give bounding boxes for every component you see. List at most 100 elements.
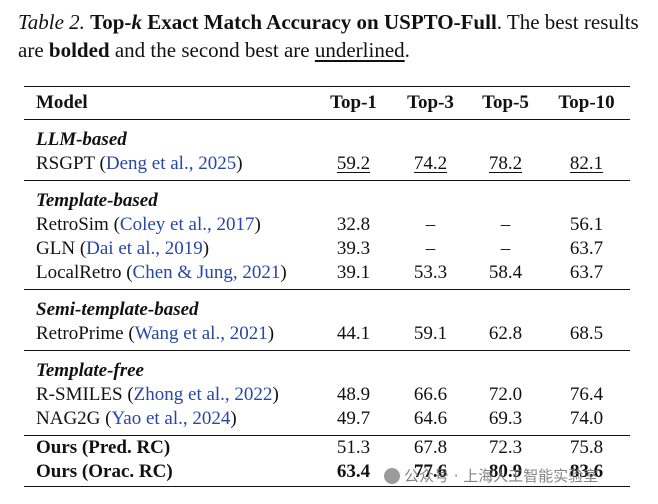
value-cell: 51.3 [314, 435, 393, 460]
value: 72.0 [488, 384, 523, 405]
value-cell: 56.1 [543, 213, 630, 237]
model-name: RetroPrime [36, 323, 124, 344]
value-cell: 62.8 [468, 322, 543, 351]
ours-row: Ours (Orac. RC) 63.4 77.6 80.9 83.6 [24, 460, 630, 487]
value-cell: 49.7 [314, 407, 393, 436]
value: 63.7 [569, 238, 604, 259]
value: 82.1 [569, 153, 604, 174]
col-header-top10: Top-10 [543, 86, 630, 120]
value: 51.3 [336, 437, 371, 458]
caption-title-var: k [131, 10, 142, 34]
value: 83.6 [569, 461, 604, 482]
value-cell: 76.4 [543, 383, 630, 407]
value: 66.6 [413, 384, 448, 405]
wechat-icon [384, 468, 400, 484]
model-cell: RetroPrime (Wang et al., 2021) [36, 323, 275, 344]
value-cell: 83.6 [543, 460, 630, 487]
value: 74.2 [413, 153, 448, 174]
caption-underlined-word: underlined [314, 38, 405, 62]
group-header-row: Semi-template-based [24, 289, 630, 322]
value: 49.7 [336, 408, 371, 429]
value-cell: 72.0 [468, 383, 543, 407]
col-header-top3: Top-3 [393, 86, 468, 120]
value-cell: 80.9 [468, 460, 543, 487]
value-cell: 78.2 [468, 152, 543, 181]
value: 59.1 [413, 323, 448, 344]
col-header-top5: Top-5 [468, 86, 543, 120]
model-cell: GLN (Dai et al., 2019) [36, 238, 210, 259]
value: 62.8 [488, 323, 523, 344]
value: 64.6 [413, 408, 448, 429]
value-cell: 64.6 [393, 407, 468, 436]
group-name: Semi-template-based [24, 289, 630, 322]
value: – [425, 214, 436, 235]
caption-title: Top-k Exact Match Accuracy on USPTO-Full [90, 10, 497, 34]
caption-text-1: . The best results are [18, 10, 639, 62]
model-name: RetroSim [36, 214, 109, 235]
value: 53.3 [413, 262, 448, 283]
group-name: Template-based [24, 180, 630, 213]
caption-title-rest: Exact Match Accuracy on USPTO-Full [141, 10, 497, 34]
table-row: RetroPrime (Wang et al., 2021) 44.1 59.1 62… [24, 322, 630, 351]
value-cell: 69.3 [468, 407, 543, 436]
watermark-text: 公众号 · 上海人工智能实验室 [404, 467, 599, 485]
value: 32.8 [336, 214, 371, 235]
value: 78.2 [488, 153, 523, 174]
citation-link: Wang et al., 2021 [134, 323, 268, 344]
model-name: LocalRetro [36, 262, 122, 283]
value: 63.4 [336, 461, 371, 482]
value: 69.3 [488, 408, 523, 429]
value-cell: 74.0 [543, 407, 630, 436]
col-header-top1: Top-1 [314, 86, 393, 120]
value: 56.1 [569, 214, 604, 235]
value: 76.4 [569, 384, 604, 405]
value-cell: 59.2 [314, 152, 393, 181]
group-name: Template-free [24, 350, 630, 383]
value-cell: 44.1 [314, 322, 393, 351]
value-cell: 75.8 [543, 435, 630, 460]
value-cell: 39.1 [314, 261, 393, 290]
model-cell: NAG2G (Yao et al., 2024) [36, 408, 237, 429]
model-name: GLN [36, 238, 76, 259]
value: 39.1 [336, 262, 371, 283]
value: 48.9 [336, 384, 371, 405]
citation-link: Chen & Jung, 2021 [132, 262, 281, 283]
model-name: Ours (Pred. RC) [24, 435, 314, 460]
table-row: LocalRetro (Chen & Jung, 2021) 39.1 53.3 58… [24, 261, 630, 290]
value-cell: 74.2 [393, 152, 468, 181]
caption-label: Table 2. [18, 10, 85, 34]
model-name: R-SMILES [36, 384, 123, 405]
table-row: R-SMILES (Zhong et al., 2022) 48.9 66.6 72.… [24, 383, 630, 407]
value-cell: 32.8 [314, 213, 393, 237]
group-name: LLM-based [36, 129, 127, 150]
caption-end: . [404, 38, 410, 62]
value: 74.0 [569, 408, 604, 429]
value-cell: – [393, 213, 468, 237]
value: 67.8 [413, 437, 448, 458]
group-header-row: Template-based [24, 180, 630, 213]
table-row: GLN (Dai et al., 2019) 39.3 – – 63.7 [24, 237, 630, 261]
value: – [500, 214, 511, 235]
value-cell: 53.3 [393, 261, 468, 290]
model-cell: RSGPT (Deng et al., 2025) [36, 153, 243, 174]
model-cell: LocalRetro (Chen & Jung, 2021) [36, 262, 287, 283]
group-header-row: LLM-based [24, 120, 630, 153]
caption-bold-word: bolded [48, 38, 110, 62]
model-cell: RetroSim (Coley et al., 2017) [36, 214, 261, 235]
citation-link: Yao et al., 2024 [111, 408, 231, 429]
table-caption: Table 2. Top-k Exact Match Accuracy on U… [18, 8, 650, 64]
citation-link: Zhong et al., 2022 [133, 384, 273, 405]
value: 68.5 [569, 323, 604, 344]
value-cell: 59.1 [393, 322, 468, 351]
value-cell: 66.6 [393, 383, 468, 407]
value-cell: 77.6 [393, 460, 468, 487]
value: – [500, 238, 511, 259]
model-name: Ours (Orac. RC) [24, 460, 314, 487]
value-cell: – [468, 213, 543, 237]
value: 75.8 [569, 437, 604, 458]
citation-link: Deng et al., 2025 [105, 153, 237, 174]
value: – [425, 238, 436, 259]
value-cell: 63.4 [314, 460, 393, 487]
value-cell: 39.3 [314, 237, 393, 261]
value-cell: – [468, 237, 543, 261]
